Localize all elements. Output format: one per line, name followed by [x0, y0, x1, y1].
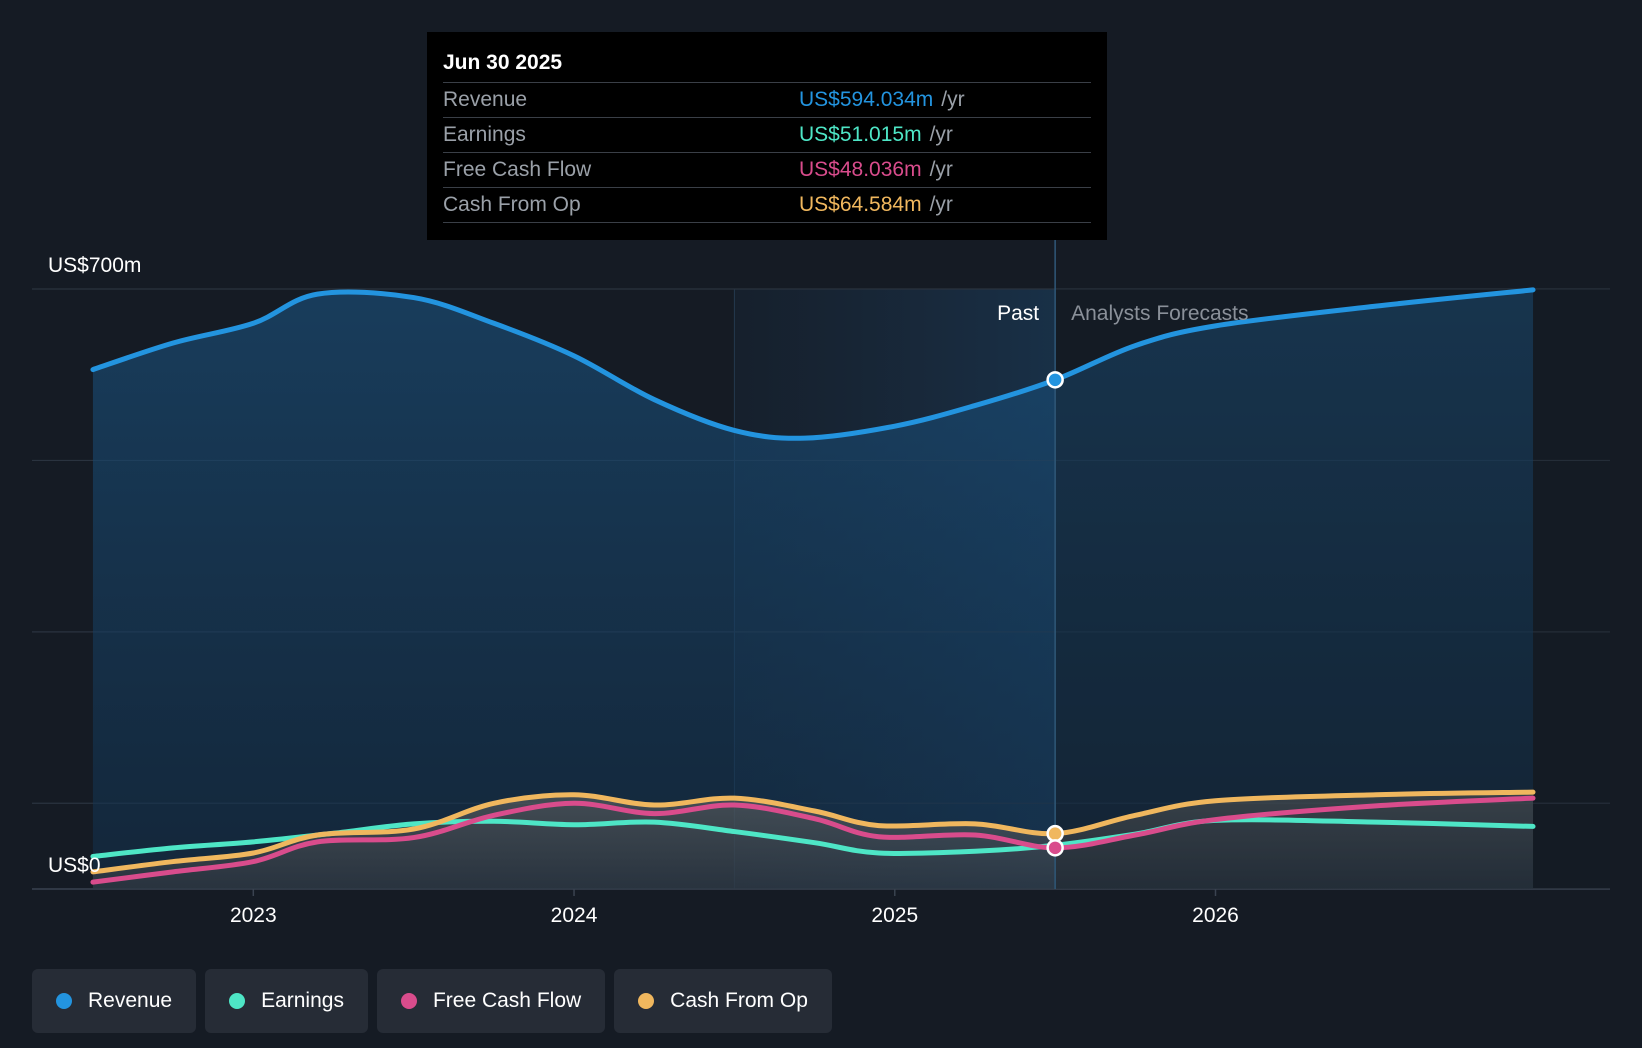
tooltip: Jun 30 2025 Revenue US$594.034m /yr Earn…: [427, 32, 1107, 240]
y-axis-label-bottom: US$0: [48, 854, 101, 877]
tooltip-unit: /yr: [929, 193, 953, 216]
free-cash-flow-line: [90, 795, 1536, 885]
cash-from-op-line: [90, 789, 1536, 875]
legend-item-cash-from-op[interactable]: Cash From Op: [614, 969, 832, 1033]
legend-label: Cash From Op: [670, 989, 808, 1012]
legend-item-earnings[interactable]: Earnings: [205, 969, 368, 1033]
highlight-point-cash-from-op: [1046, 824, 1064, 843]
legend: Revenue Earnings Free Cash Flow Cash Fro…: [32, 969, 832, 1033]
tooltip-row-cash-from-op: Cash From Op US$64.584m /yr: [443, 188, 1091, 223]
x-tick-label: 2023: [230, 904, 277, 927]
tooltip-unit: /yr: [941, 88, 965, 111]
region-label-forecast: Analysts Forecasts: [1071, 302, 1248, 325]
tooltip-unit: /yr: [929, 123, 953, 146]
legend-dot-icon: [400, 993, 417, 1009]
revenue-line: [90, 287, 1536, 441]
tooltip-value: US$64.584m: [799, 193, 922, 216]
tooltip-value: US$48.036m: [799, 158, 922, 181]
chart: US$700m US$0 Past Analysts Forecasts 2023 202…: [32, 240, 1610, 927]
highlight-point-free-cash-flow: [1046, 839, 1064, 857]
tooltip-row-earnings: Earnings US$51.015m /yr: [443, 118, 1091, 153]
tooltip-label: Revenue: [443, 88, 528, 111]
revenue-area: [92, 289, 1534, 889]
tooltip-label: Cash From Op: [443, 193, 581, 216]
x-tick-label: 2026: [1192, 904, 1239, 927]
legend-label: Earnings: [261, 989, 344, 1012]
region-label-past: Past: [997, 302, 1039, 325]
tooltip-value: US$594.034m: [799, 88, 934, 111]
legend-dot-icon: [229, 993, 246, 1009]
tooltip-row-free-cash-flow: Free Cash Flow US$48.036m /yr: [443, 153, 1091, 188]
forecast-shade: [1055, 289, 1610, 889]
legend-label: Free Cash Flow: [432, 989, 582, 1012]
tooltip-label: Earnings: [443, 123, 526, 146]
legend-item-free-cash-flow[interactable]: Free Cash Flow: [376, 969, 606, 1033]
y-axis-label-top: US$700m: [48, 254, 141, 277]
tooltip-value: US$51.015m: [799, 123, 922, 146]
tooltip-label: Free Cash Flow: [443, 158, 592, 181]
tooltip-date: Jun 30 2025: [443, 44, 1091, 83]
tooltip-unit: /yr: [929, 158, 953, 181]
x-tick-label: 2024: [551, 904, 598, 927]
legend-label: Revenue: [88, 989, 173, 1012]
legend-dot-icon: [638, 993, 655, 1009]
legend-item-revenue[interactable]: Revenue: [32, 969, 197, 1033]
x-tick-label: 2025: [871, 904, 918, 927]
legend-dot-icon: [56, 993, 72, 1009]
highlight-point-revenue: [1046, 371, 1064, 389]
tooltip-row-revenue: Revenue US$594.034m /yr: [443, 83, 1091, 118]
